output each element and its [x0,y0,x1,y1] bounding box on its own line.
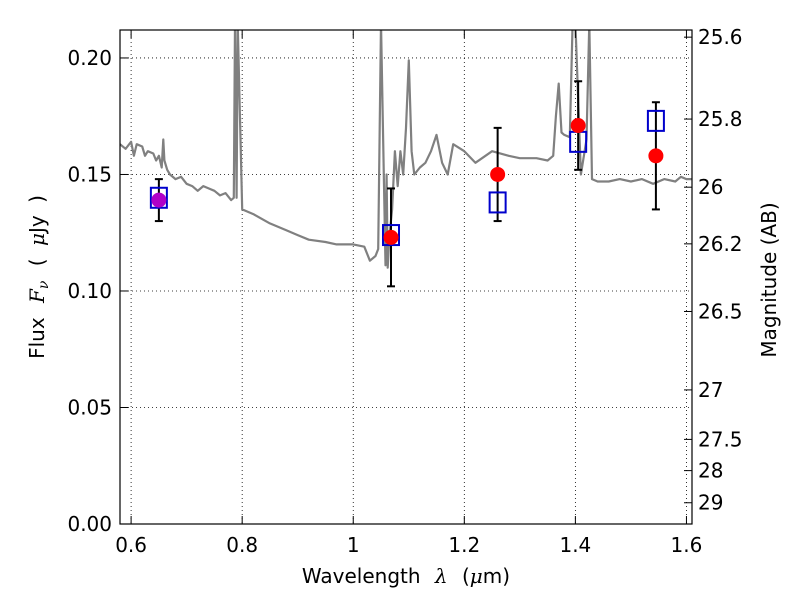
plot-frame [119,29,693,525]
observed-flux-point [490,166,506,182]
x-axis-label: Wavelength λ (μm) [302,564,510,588]
observed-flux-point [570,118,586,134]
y2-tick-label: 26 [698,175,723,199]
x-tick-label: 0.6 [115,533,147,557]
x-tick-label: 0.8 [226,533,258,557]
y-tick-label: 0.10 [67,279,112,303]
model-spectrum-line [120,30,692,269]
y2-tick-label: 28 [698,459,723,483]
y2-tick-label: 26.5 [698,299,743,323]
x-tick-label: 1 [347,533,360,557]
tick-layer: 0.6 0.8 1 1.2 1.4 1.6 0.00 0.05 0.10 0.15 0.20 25.6… [67,25,742,557]
x-tick-label: 1.4 [559,533,591,557]
y2-axis-label: Magnitude (AB) [757,202,781,357]
y2-tick-label: 25.6 [698,25,743,49]
plot-data-layer [120,30,692,288]
model-photometry-square [646,109,665,132]
marker-layer [149,109,665,247]
observed-flux-point [151,192,167,208]
model-photometry-square [149,186,168,209]
y2-tick-label: 26.2 [698,232,743,256]
model-photometry-square [488,191,507,214]
model-photometry-square [382,224,401,247]
y-axis-label: Flux Fν ( μJy ) [25,195,53,359]
y2-tick-label: 29 [698,491,723,515]
observed-flux-point [383,229,399,245]
y2-tick-label: 27.5 [698,427,743,451]
y-tick-label: 0.15 [67,162,112,186]
observed-flux-point [648,148,664,164]
y2-tick-label: 25.8 [698,107,743,131]
x-tick-label: 1.2 [448,533,480,557]
y-tick-label: 0.20 [67,46,112,70]
y2-tick-label: 27 [698,378,723,402]
y-tick-label: 0.00 [67,512,112,536]
x-tick-label: 1.6 [671,533,703,557]
y-tick-label: 0.05 [67,395,112,419]
